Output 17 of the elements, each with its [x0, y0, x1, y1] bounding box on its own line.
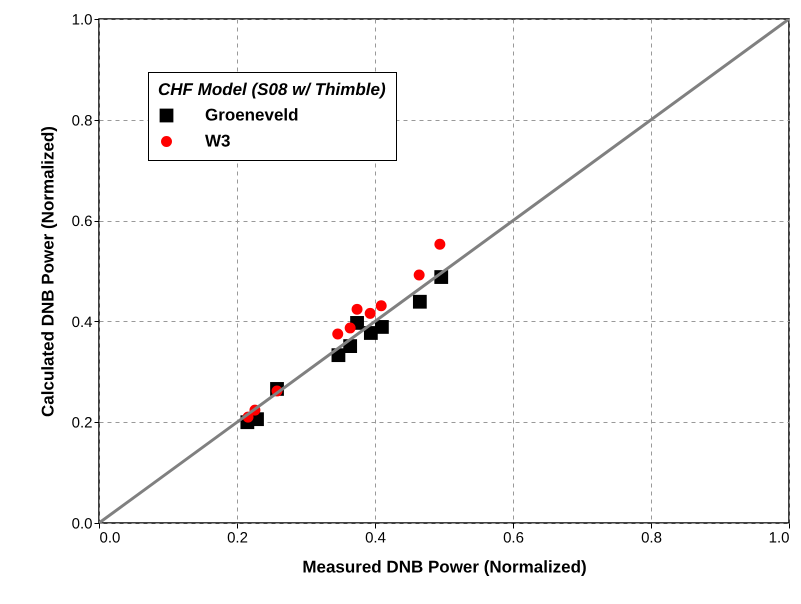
y-tick-label: 0.4	[72, 314, 92, 331]
y-tick-label: 0.2	[72, 414, 92, 432]
legend-label: W3	[205, 132, 230, 150]
legend-label: Groeneveld	[205, 106, 299, 124]
x-tick-label: 0.0	[100, 530, 120, 546]
x-tick-label: 0.8	[641, 530, 662, 546]
x-axis-title: Measured DNB Power (Normalized)	[302, 558, 587, 576]
y-tick-label: 0.8	[72, 112, 92, 130]
x-tick-label: 0.4	[365, 530, 386, 546]
x-tick-label: 1.0	[768, 530, 790, 546]
y-axis-title: Calculated DNB Power (Normalized)	[38, 126, 58, 417]
y-tick-label: 0.0	[72, 516, 92, 532]
y-tick-label: 1.0	[72, 12, 92, 28]
y-tick-label: 0.6	[72, 213, 92, 230]
x-tick-label: 0.2	[227, 530, 248, 546]
legend-title: CHF Model (S08 w/ Thimble)	[158, 80, 386, 99]
x-tick-label: 0.6	[503, 530, 524, 546]
